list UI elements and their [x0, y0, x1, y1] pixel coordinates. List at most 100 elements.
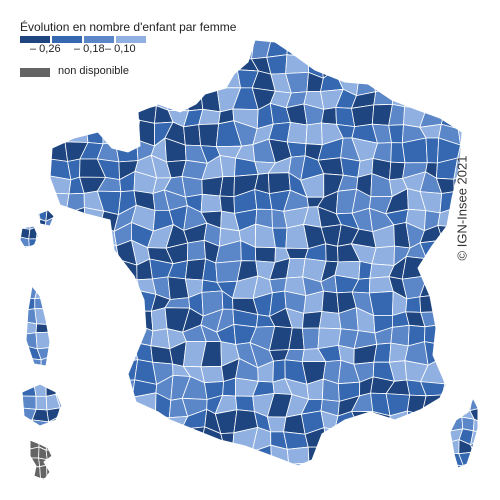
department-region [471, 449, 478, 464]
department-region [202, 258, 218, 283]
department-region [50, 274, 72, 300]
department-region [131, 72, 157, 95]
department-region [50, 294, 71, 314]
department-region [82, 69, 107, 95]
department-region [301, 327, 320, 350]
department-region [36, 243, 50, 248]
department-region [116, 447, 140, 466]
department-region [83, 365, 106, 386]
department-region [130, 428, 155, 449]
department-region [421, 40, 442, 62]
department-region [22, 395, 37, 410]
department-region [50, 464, 70, 466]
department-region [133, 478, 153, 499]
department-region [80, 292, 101, 316]
department-region [44, 225, 54, 240]
territory-outline [49, 39, 463, 467]
department-region [254, 246, 276, 263]
department-region [439, 40, 459, 57]
legend-swatch-light [116, 36, 146, 43]
department-region [68, 384, 82, 396]
department-region [80, 395, 107, 417]
department-region [96, 395, 122, 417]
legend-tick-label: – 0,26 [30, 43, 61, 55]
department-region [56, 465, 66, 476]
department-region [321, 107, 337, 125]
department-region [114, 59, 134, 77]
department-region [69, 298, 89, 314]
department-region [78, 273, 101, 300]
department-region [103, 328, 123, 346]
department-region [386, 56, 412, 76]
department-region [438, 324, 462, 345]
department-region [102, 69, 119, 95]
department-region [26, 297, 36, 311]
department-region [181, 52, 204, 79]
department-region [421, 55, 445, 79]
department-region [97, 309, 123, 334]
department-region [96, 274, 118, 296]
department-region [475, 40, 492, 57]
department-region [357, 52, 376, 75]
department-region [202, 52, 223, 76]
department-region [200, 193, 222, 213]
department-region [402, 446, 430, 463]
department-region [475, 363, 492, 380]
department-region [80, 460, 100, 466]
department-region [353, 467, 376, 486]
department-region [82, 105, 103, 123]
department-region [450, 398, 462, 410]
department-region [180, 74, 204, 90]
department-region [69, 311, 84, 330]
department-region [386, 73, 412, 95]
territory-outline [29, 439, 53, 481]
legend-not-available-label: non disponible [58, 65, 129, 77]
department-region [85, 120, 104, 145]
department-region [49, 297, 50, 311]
department-region [68, 395, 82, 409]
department-region [118, 108, 141, 126]
department-region [372, 40, 393, 61]
department-region [26, 321, 38, 335]
legend-swatch-not-available [20, 68, 50, 77]
department-region [457, 141, 462, 162]
department-region [474, 463, 492, 483]
department-region [30, 485, 39, 494]
department-region [51, 346, 62, 358]
department-region [460, 311, 462, 333]
department-region [168, 40, 187, 61]
department-region [113, 430, 139, 451]
department-region [452, 276, 462, 298]
department-region [82, 89, 107, 110]
department-region [322, 479, 343, 499]
department-region [82, 54, 104, 72]
department-region [113, 462, 140, 466]
department-region [97, 342, 115, 367]
department-region [79, 258, 101, 282]
department-region [67, 419, 82, 432]
department-region [50, 442, 70, 466]
copyright-credit: © IGN-Insee 2021 [454, 155, 470, 261]
department-region [83, 224, 103, 241]
department-region [255, 459, 275, 466]
department-region [69, 408, 83, 420]
department-region [164, 428, 184, 451]
department-region [50, 257, 72, 279]
department-region [476, 125, 492, 142]
department-region [338, 40, 359, 57]
department-region [319, 461, 344, 466]
department-region [481, 450, 494, 464]
department-region [477, 142, 492, 161]
department-region [220, 432, 235, 447]
credit-container: © IGN-Insee 2021 [455, 103, 477, 261]
department-region [476, 174, 492, 194]
department-region [47, 367, 62, 382]
department-region [45, 440, 52, 451]
department-region [199, 71, 222, 89]
department-region [269, 277, 288, 294]
department-region [28, 255, 39, 264]
department-region [57, 226, 65, 240]
department-region [356, 483, 375, 499]
department-region [147, 428, 166, 451]
department-region [202, 40, 223, 54]
